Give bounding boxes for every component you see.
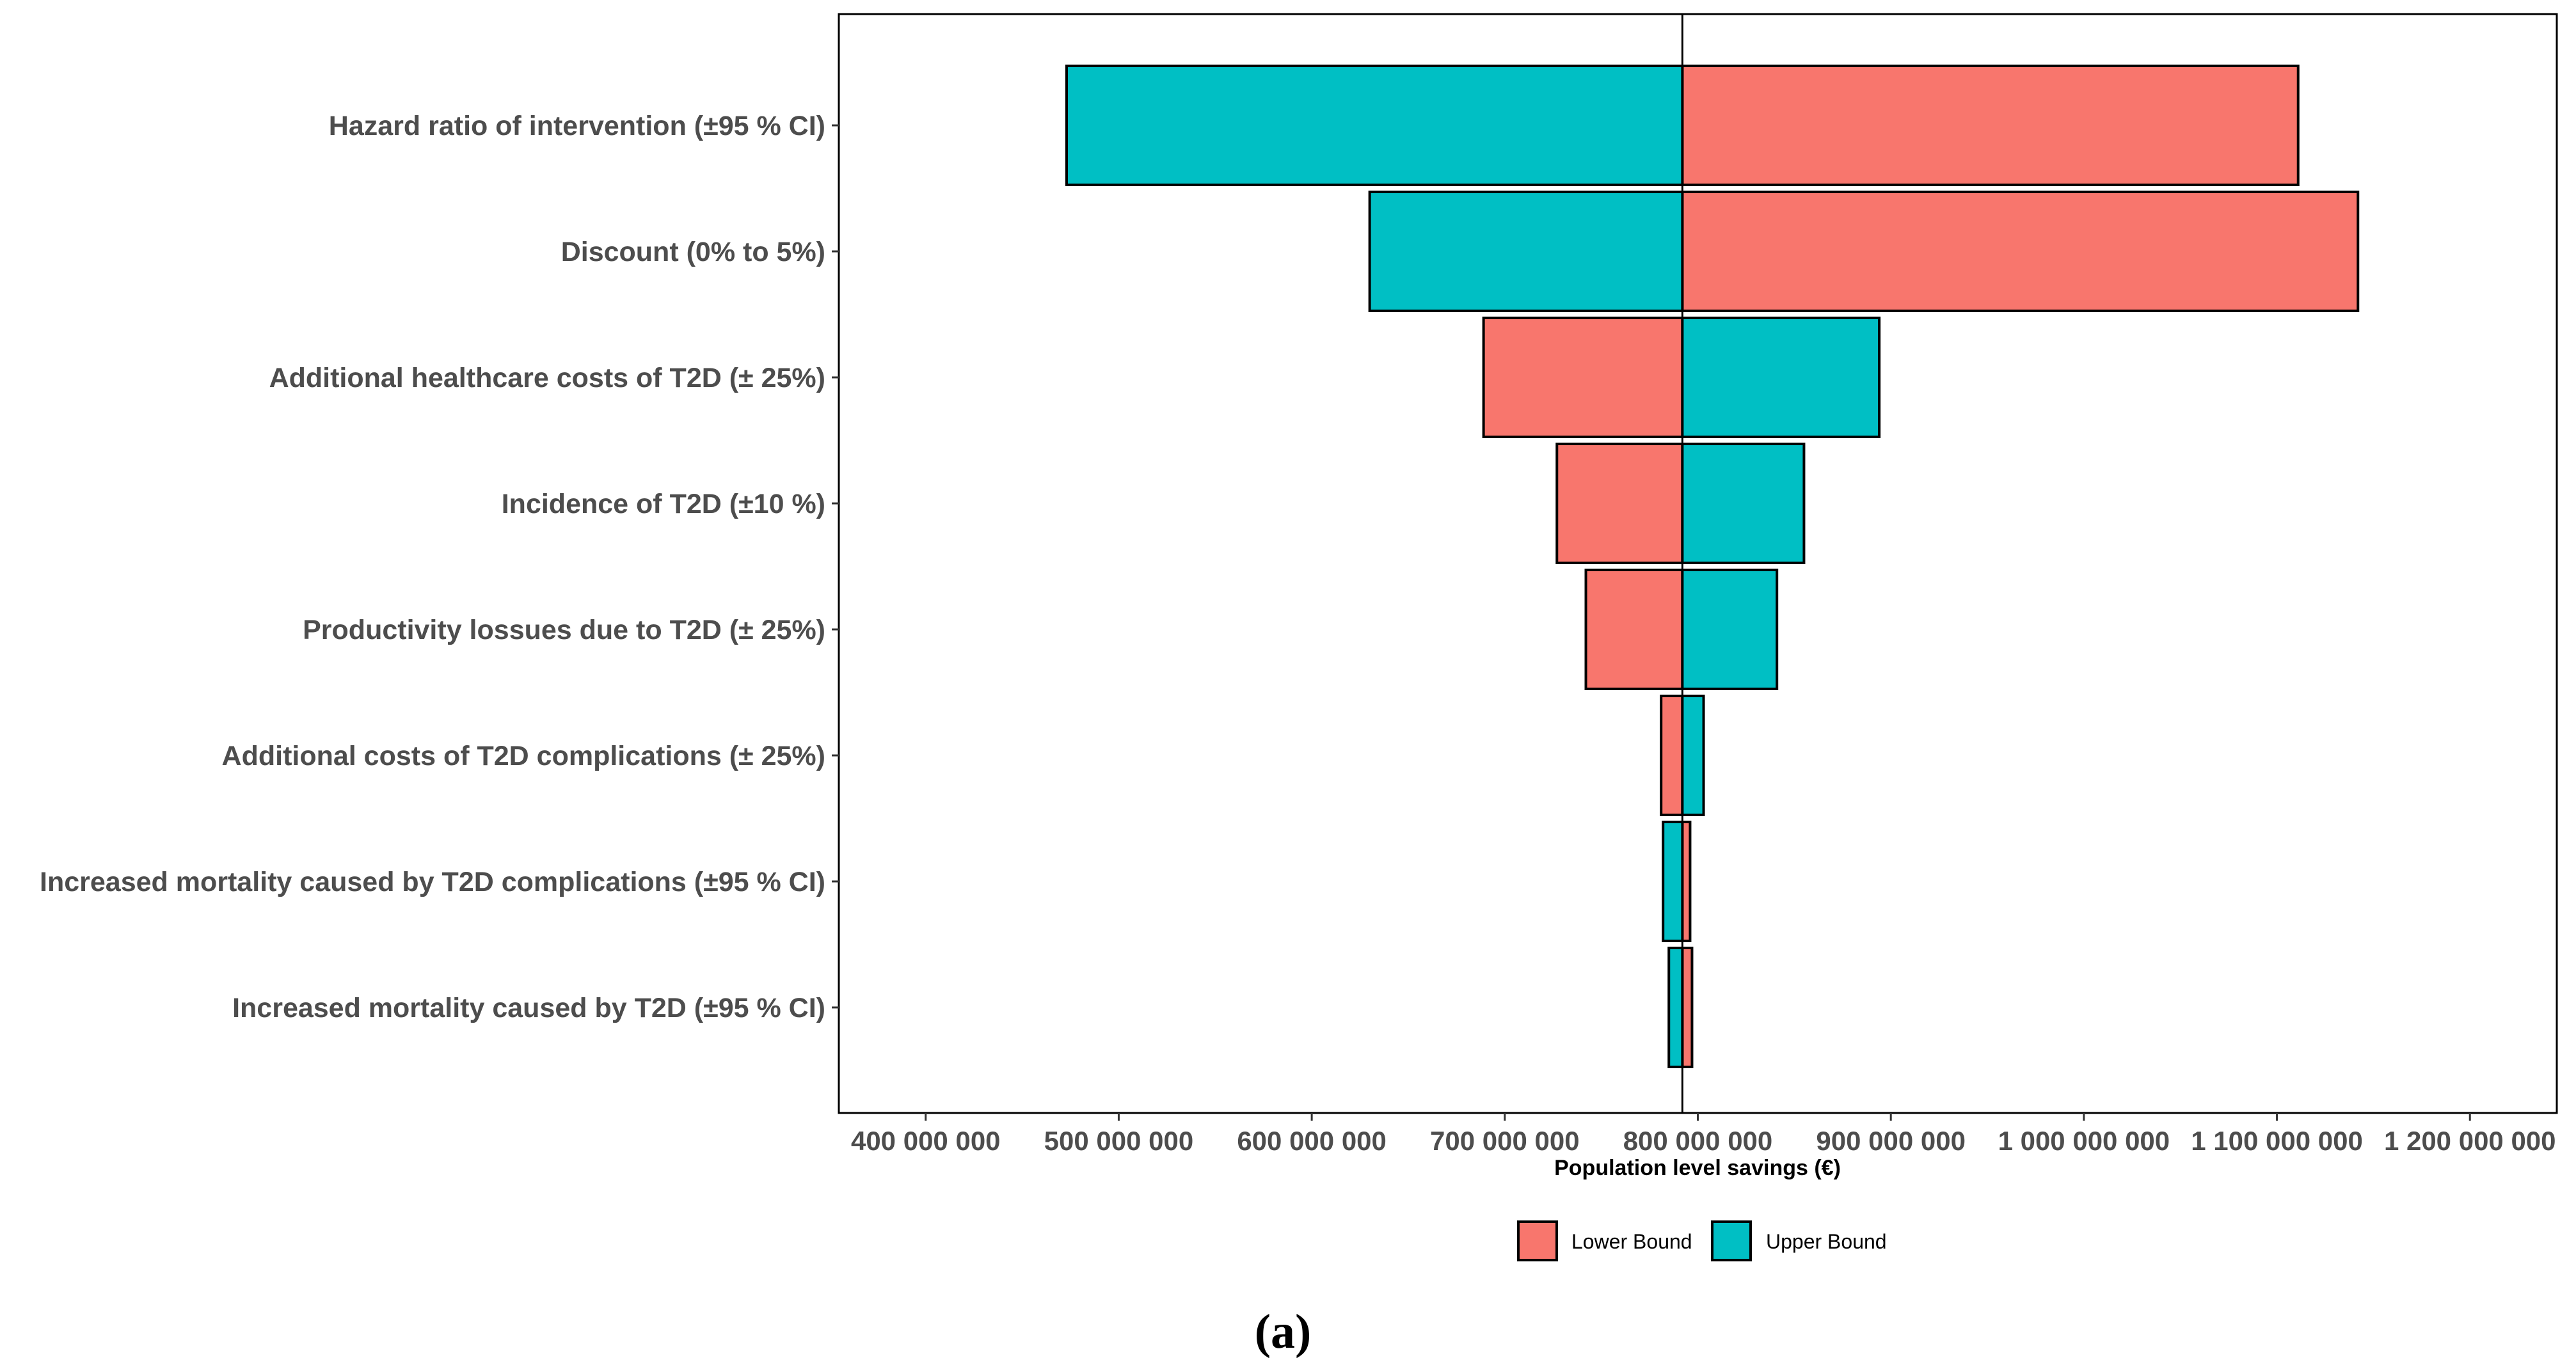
category-label-5: Productivity lossues due to T2D (± 25%) — [303, 615, 825, 645]
legend: Lower Bound Upper Bound — [1517, 1220, 1887, 1261]
bar-lower-bound-2 — [1681, 191, 2360, 312]
x-tick-label-9: 1 200 000 000 — [2384, 1126, 2556, 1156]
category-label-1: Hazard ratio of intervention (±95 % CI) — [329, 111, 825, 141]
bar-upper-bound-3 — [1681, 317, 1881, 438]
category-label-6: Additional costs of T2D complications (±… — [222, 741, 825, 771]
x-tick-label-2: 500 000 000 — [1044, 1126, 1194, 1156]
bar-lower-bound-5 — [1584, 569, 1684, 690]
x-tick-label-3: 600 000 000 — [1237, 1126, 1387, 1156]
legend-swatch-upper-bound — [1711, 1220, 1752, 1261]
x-tick-label-5: 800 000 000 — [1623, 1126, 1773, 1156]
category-label-8: Increased mortality caused by T2D (±95 %… — [232, 993, 825, 1023]
bar-lower-bound-3 — [1482, 317, 1684, 438]
bar-upper-bound-4 — [1681, 443, 1806, 564]
bar-upper-bound-7 — [1662, 821, 1684, 942]
bar-lower-bound-6 — [1660, 695, 1684, 816]
bar-upper-bound-5 — [1681, 569, 1779, 690]
bar-lower-bound-1 — [1681, 65, 2300, 186]
bar-lower-bound-4 — [1555, 443, 1684, 564]
bar-upper-bound-1 — [1065, 65, 1684, 186]
x-tick-label-8: 1 100 000 000 — [2191, 1126, 2363, 1156]
x-tick-label-1: 400 000 000 — [851, 1126, 1001, 1156]
category-label-2: Discount (0% to 5%) — [561, 237, 825, 267]
bar-lower-bound-8 — [1681, 947, 1694, 1068]
legend-swatch-lower-bound — [1517, 1220, 1558, 1261]
bars-layer — [1065, 65, 2360, 1068]
bar-upper-bound-8 — [1667, 947, 1684, 1068]
x-tick-label-4: 700 000 000 — [1430, 1126, 1580, 1156]
category-label-4: Incidence of T2D (±10 %) — [502, 489, 825, 519]
x-tick-label-7: 1 000 000 000 — [1998, 1126, 2170, 1156]
category-label-3: Additional healthcare costs of T2D (± 25… — [269, 363, 825, 393]
bar-upper-bound-2 — [1368, 191, 1684, 312]
x-tick-label-6: 900 000 000 — [1816, 1126, 1966, 1156]
category-labels: Hazard ratio of intervention (±95 % CI) D… — [40, 111, 839, 1023]
legend-label-lower-bound: Lower Bound — [1571, 1230, 1692, 1253]
bar-upper-bound-6 — [1681, 695, 1705, 816]
x-axis-ticks: 400 000 000 500 000 000 600 000 000 700 000… — [851, 1113, 2556, 1156]
x-axis-title: Population level savings (€) — [1554, 1156, 1841, 1180]
category-label-7: Increased mortality caused by T2D compli… — [40, 867, 825, 897]
figure-caption: (a) — [1255, 1305, 1312, 1359]
legend-label-upper-bound: Upper Bound — [1766, 1230, 1887, 1253]
